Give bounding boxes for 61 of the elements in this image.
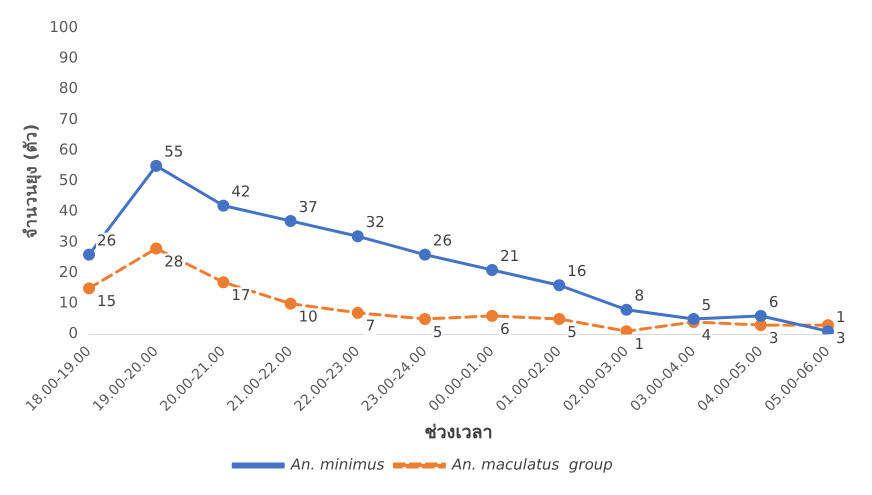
data-label: 8 — [634, 286, 644, 305]
y-tick-label: 90 — [58, 48, 78, 67]
point — [688, 312, 700, 325]
data-label: 6 — [500, 320, 510, 338]
data-label: 17 — [231, 286, 250, 304]
data-label: 3 — [836, 328, 846, 347]
data-label: 1 — [634, 335, 644, 354]
point — [217, 200, 230, 212]
point — [620, 325, 632, 334]
y-tick-label: 20 — [58, 262, 78, 281]
point — [284, 298, 297, 310]
point — [754, 319, 767, 332]
point — [217, 276, 230, 288]
data-label: 28 — [164, 252, 184, 270]
data-label: 15 — [97, 292, 116, 310]
point — [150, 242, 162, 255]
data-label: 26 — [97, 232, 116, 250]
point — [150, 160, 162, 172]
data-label: 1 — [836, 308, 846, 326]
data-label: 32 — [366, 213, 385, 232]
point — [486, 264, 498, 276]
y-tick-label: 100 — [49, 18, 78, 36]
y-tick-label: 70 — [58, 110, 78, 128]
y-axis-title: จำนวนยุง (ตัว) — [22, 124, 42, 238]
y-tick-label: 60 — [58, 140, 78, 158]
point — [754, 310, 767, 322]
data-label: 5 — [432, 322, 442, 341]
point — [83, 248, 96, 261]
data-label: 42 — [231, 182, 250, 201]
point — [352, 230, 364, 242]
data-label: 10 — [298, 308, 318, 326]
y-tick-label: 0 — [68, 324, 78, 342]
point — [352, 306, 364, 319]
point — [822, 325, 834, 334]
legend-label: An. minimus — [290, 455, 385, 474]
data-label: 7 — [366, 316, 376, 335]
y-tick-label: 10 — [58, 294, 78, 312]
x-axis-title: ช่วงเวลา — [424, 422, 493, 443]
data-label: 16 — [567, 262, 586, 280]
data-label: 4 — [702, 326, 712, 344]
data-label: 6 — [768, 292, 778, 311]
y-tick-label: 30 — [58, 232, 78, 250]
point — [83, 282, 96, 294]
point — [620, 304, 632, 316]
y-tick-label: 40 — [58, 202, 78, 220]
legend-label: An. maculatus group — [450, 455, 613, 474]
data-label: 5 — [567, 322, 577, 341]
point — [418, 312, 431, 325]
point — [418, 248, 431, 261]
data-label: 3 — [768, 328, 778, 347]
point — [486, 310, 498, 322]
data-label: 26 — [432, 232, 452, 250]
point — [553, 279, 566, 292]
y-tick-label: 80 — [58, 79, 78, 98]
data-label: 37 — [298, 198, 318, 216]
point — [284, 214, 297, 227]
data-label: 55 — [164, 142, 184, 161]
data-label: 21 — [500, 246, 520, 265]
y-tick-label: 50 — [58, 171, 78, 190]
data-label: 5 — [702, 296, 712, 314]
point — [553, 312, 566, 325]
